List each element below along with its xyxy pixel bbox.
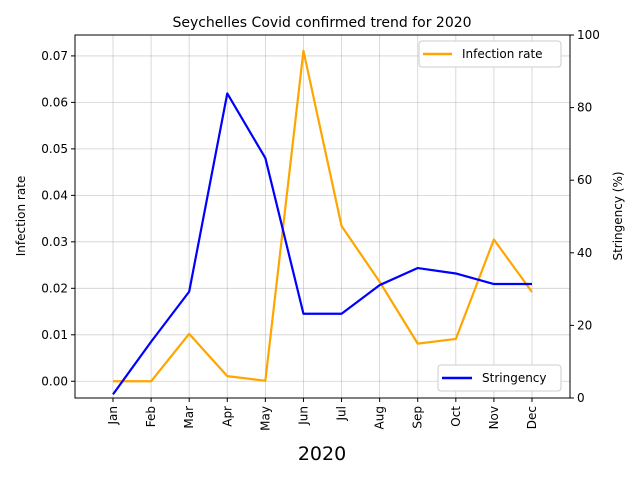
left-tick-label: 0.02 xyxy=(41,281,68,295)
x-tick-label: Aug xyxy=(373,406,387,429)
right-axis-label: Stringency (%) xyxy=(611,171,625,260)
x-axis: Jan Feb Mar Apr May Jun Jul Aug Sep Oct Nov Dec xyxy=(106,398,539,431)
x-tick-label: Dec xyxy=(525,406,539,429)
right-tick-label: 40 xyxy=(577,246,592,260)
left-tick-label: 0.04 xyxy=(41,188,68,202)
x-tick-label: Oct xyxy=(449,406,463,427)
legend-label-stringency: Stringency xyxy=(482,371,547,385)
x-tick-label: Nov xyxy=(487,406,501,429)
x-tick-label: Jul xyxy=(335,406,349,421)
x-axis-label: 2020 xyxy=(298,443,346,465)
left-tick-label: 0.00 xyxy=(41,374,68,388)
left-tick-label: 0.03 xyxy=(41,235,68,249)
plot-frame xyxy=(74,34,571,399)
right-tick-label: 20 xyxy=(577,318,592,332)
legend-box xyxy=(418,40,562,68)
left-tick-label: 0.06 xyxy=(41,95,68,109)
chart-title: Seychelles Covid confirmed trend for 202… xyxy=(172,15,471,31)
x-tick-label: Feb xyxy=(144,406,158,427)
legend-label-infection-rate: Infection rate xyxy=(462,47,543,61)
legend-infection-rate: Infection rate xyxy=(418,40,562,68)
legend-stringency: Stringency xyxy=(437,364,562,392)
x-tick-label: Apr xyxy=(220,406,234,427)
right-axis: 0 20 40 60 80 100 xyxy=(570,28,600,405)
right-tick-label: 0 xyxy=(577,391,585,405)
right-tick-label: 80 xyxy=(577,101,592,115)
legend-box xyxy=(437,364,562,392)
x-tick-label: Sep xyxy=(411,406,425,429)
left-tick-label: 0.07 xyxy=(41,49,68,63)
left-axis-label: Infection rate xyxy=(14,176,28,257)
right-tick-label: 100 xyxy=(577,28,600,42)
x-tick-label: Mar xyxy=(182,406,196,429)
series-line-stringency xyxy=(112,92,532,396)
left-tick-label: 0.05 xyxy=(41,142,68,156)
left-axis: 0.00 0.01 0.02 0.03 0.04 0.05 0.06 0.07 xyxy=(41,49,75,388)
series-line-infection-rate xyxy=(113,49,533,383)
x-tick-label: Jan xyxy=(106,406,120,426)
x-tick-label: Jun xyxy=(296,406,310,426)
right-tick-label: 60 xyxy=(577,173,592,187)
x-tick-label: May xyxy=(258,406,272,431)
series-layer xyxy=(112,49,533,396)
left-tick-label: 0.01 xyxy=(41,328,68,342)
